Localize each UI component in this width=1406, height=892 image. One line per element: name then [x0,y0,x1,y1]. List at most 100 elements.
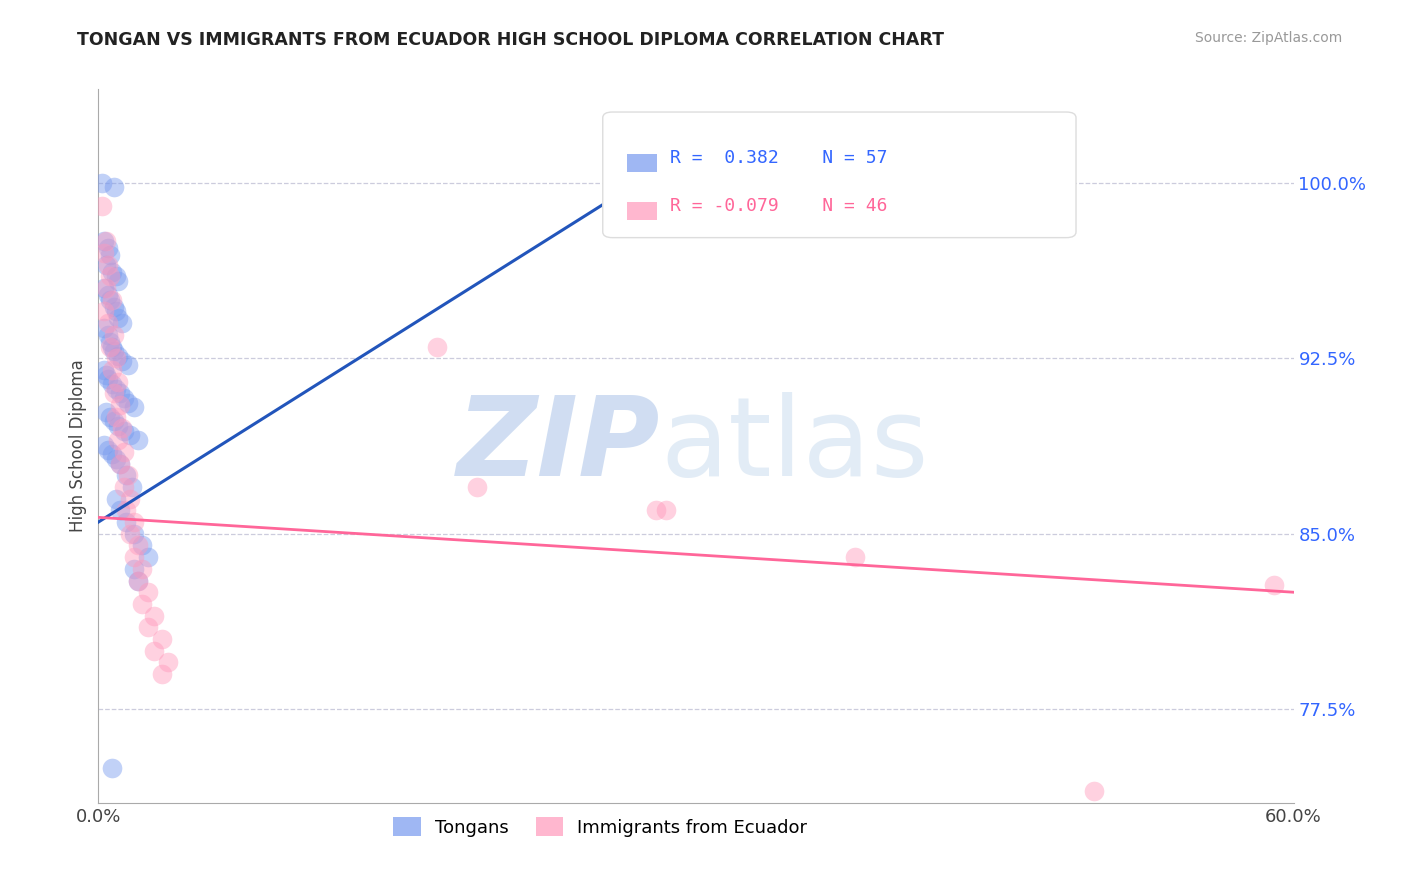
Point [150,632,173,646]
Point [112,480,135,494]
Text: Source: ZipAtlas.com: Source: ZipAtlas.com [1195,31,1343,45]
FancyBboxPatch shape [627,202,657,220]
Point [111,316,134,330]
Point [93,321,115,335]
FancyBboxPatch shape [627,154,657,172]
Point [143,644,166,658]
Point [98,340,122,354]
Point [101,761,124,775]
Point [112,445,135,459]
Point [98,334,122,349]
Point [120,491,142,506]
Point [96,258,118,272]
Point [115,468,138,483]
Point [103,327,125,342]
Point [91,176,114,190]
Point [97,288,120,302]
Point [124,562,146,576]
Point [101,265,124,279]
Point [655,503,678,517]
Point [136,620,159,634]
Point [110,457,132,471]
Point [131,597,153,611]
Point [97,442,120,457]
Point [103,344,125,359]
Point [157,656,180,670]
Point [136,585,159,599]
Point [97,258,120,272]
Point [93,246,115,260]
Point [107,311,129,326]
Point [124,526,146,541]
Point [1263,578,1285,592]
Point [107,433,129,447]
Point [110,398,132,412]
Point [115,515,138,529]
Point [107,274,129,288]
Point [112,391,135,405]
Point [105,304,128,318]
Point [645,503,668,517]
Point [98,248,122,262]
Point [105,269,128,284]
Point [101,293,124,307]
Point [93,438,115,452]
Point [111,421,134,435]
Text: ZIP: ZIP [457,392,661,500]
Point [105,451,128,466]
Point [101,376,124,391]
Point [136,550,159,565]
Point [124,401,146,415]
FancyBboxPatch shape [603,112,1076,237]
Point [110,386,132,401]
Point [110,503,132,517]
Text: atlas: atlas [661,392,928,500]
Text: R =  0.382    N = 57: R = 0.382 N = 57 [669,149,887,167]
Point [124,515,146,529]
Point [127,433,149,447]
Point [96,405,118,419]
Point [105,409,128,424]
Point [465,480,488,494]
Point [98,409,122,424]
Point [105,382,128,396]
Y-axis label: High School Diploma: High School Diploma [69,359,87,533]
Point [93,363,115,377]
Point [97,372,120,386]
Point [101,363,124,377]
Point [143,608,166,623]
Point [127,574,149,588]
Legend: Tongans, Immigrants from Ecuador: Tongans, Immigrants from Ecuador [387,810,814,844]
Point [121,480,143,494]
Point [112,424,135,438]
Point [107,375,129,389]
Point [96,234,118,248]
Point [93,234,115,248]
Point [111,353,134,368]
Point [103,414,125,428]
Point [107,830,129,845]
Point [117,468,139,483]
Point [117,359,139,373]
Point [131,538,153,552]
Point [101,340,124,354]
Point [96,281,118,295]
Point [103,180,125,194]
Point [98,269,122,284]
Text: R = -0.079    N = 46: R = -0.079 N = 46 [669,196,887,215]
Point [96,368,118,382]
Point [127,574,149,588]
Point [110,457,132,471]
Point [91,199,114,213]
Point [93,304,115,318]
Point [105,351,128,366]
Point [131,562,153,576]
Point [844,550,866,565]
Point [107,349,129,363]
Point [127,538,149,552]
Text: TONGAN VS IMMIGRANTS FROM ECUADOR HIGH SCHOOL DIPLOMA CORRELATION CHART: TONGAN VS IMMIGRANTS FROM ECUADOR HIGH S… [77,31,945,49]
Point [1083,784,1105,798]
Point [103,300,125,314]
Point [101,447,124,461]
Point [93,281,115,295]
